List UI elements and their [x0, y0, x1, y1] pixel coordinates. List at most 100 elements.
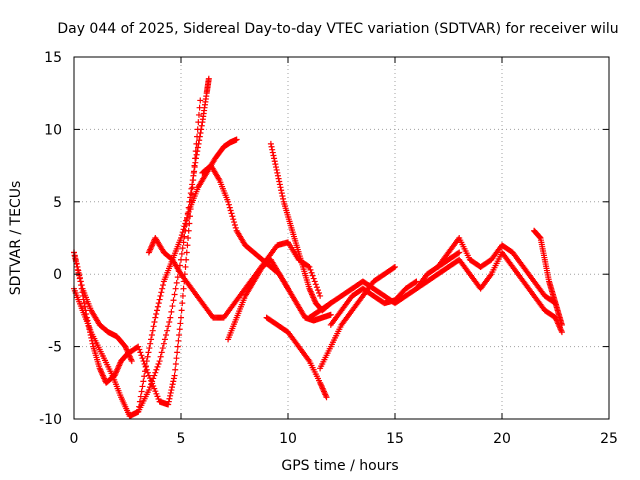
data-point	[135, 343, 142, 350]
data-point	[275, 175, 282, 182]
data-point	[316, 290, 323, 297]
data-point	[184, 211, 191, 218]
data-point	[192, 148, 199, 155]
data-point	[83, 311, 90, 318]
data-point	[185, 235, 192, 241]
data-point	[194, 133, 201, 140]
data-point	[158, 349, 165, 356]
data-point	[323, 394, 330, 401]
data-point	[148, 336, 155, 343]
data-point	[179, 300, 186, 307]
data-point	[197, 130, 204, 137]
data-point	[167, 389, 174, 396]
data-point	[142, 368, 149, 375]
data-point	[183, 256, 190, 263]
data-point	[317, 292, 324, 299]
data-point	[146, 384, 153, 391]
data-point	[81, 303, 88, 310]
data-point	[136, 346, 143, 353]
data-point	[166, 395, 173, 402]
series-track-4	[71, 249, 135, 365]
data-point	[412, 279, 419, 286]
data-point	[157, 292, 164, 299]
data-point	[196, 104, 203, 111]
data-point	[152, 388, 159, 395]
data-point	[179, 292, 186, 299]
data-point	[233, 136, 240, 143]
data-point	[151, 372, 158, 379]
series-track-13	[434, 235, 559, 307]
data-point	[168, 387, 175, 394]
data-point	[194, 144, 201, 151]
data-point	[276, 178, 283, 185]
data-point	[146, 375, 153, 382]
data-point	[178, 256, 184, 263]
data-point	[279, 193, 286, 200]
data-point	[280, 195, 287, 202]
data-point	[169, 303, 176, 310]
data-point	[178, 235, 184, 241]
data-point	[198, 122, 205, 129]
data-point	[536, 234, 543, 241]
data-point	[271, 155, 278, 162]
data-point	[176, 332, 183, 339]
data-point	[144, 369, 151, 376]
data-point	[144, 353, 151, 360]
data-point	[178, 232, 185, 239]
data-point	[153, 311, 160, 318]
data-point	[163, 332, 170, 339]
data-point	[314, 287, 321, 294]
data-point	[159, 345, 166, 352]
data-point	[278, 187, 285, 194]
data-point	[150, 323, 157, 330]
data-point	[312, 281, 319, 288]
data-point	[151, 385, 158, 392]
data-point	[187, 190, 194, 197]
data-point	[167, 314, 174, 321]
x-tick-label: 15	[386, 431, 404, 447]
series-track-15	[327, 278, 420, 328]
data-point	[269, 149, 276, 156]
data-point	[154, 363, 161, 370]
data-point	[153, 390, 160, 397]
data-point	[306, 263, 313, 270]
data-point	[145, 349, 152, 356]
data-point	[154, 303, 161, 310]
data-point	[231, 221, 238, 228]
data-point	[183, 217, 190, 224]
x-tick-label: 20	[493, 431, 511, 447]
data-point	[138, 352, 145, 359]
data-point	[167, 392, 174, 399]
data-point	[313, 284, 320, 291]
data-point	[174, 349, 181, 356]
data-point	[181, 223, 188, 230]
data-point	[75, 267, 82, 274]
y-axis-title: SDTVAR / TECUs	[8, 181, 24, 296]
data-point	[137, 349, 144, 356]
data-point	[172, 360, 179, 367]
data-point	[178, 250, 185, 257]
data-point	[148, 332, 155, 339]
data-point	[205, 75, 212, 82]
data-point	[558, 329, 565, 336]
data-point	[85, 323, 92, 330]
data-point	[185, 227, 192, 234]
data-point	[88, 334, 95, 341]
y-tick-label: 5	[53, 195, 62, 211]
data-point	[277, 184, 284, 191]
data-point	[226, 204, 233, 211]
x-tick-label: 0	[70, 431, 79, 447]
data-point	[136, 403, 143, 410]
data-point	[307, 266, 314, 273]
data-point	[229, 213, 236, 220]
data-point	[170, 375, 177, 382]
data-point	[178, 314, 184, 321]
data-point	[190, 169, 197, 176]
data-point	[85, 320, 92, 327]
data-point	[180, 226, 187, 233]
data-point	[89, 340, 96, 347]
data-point	[232, 224, 239, 231]
data-point	[273, 164, 280, 171]
data-point	[173, 279, 180, 286]
data-point	[268, 143, 275, 150]
